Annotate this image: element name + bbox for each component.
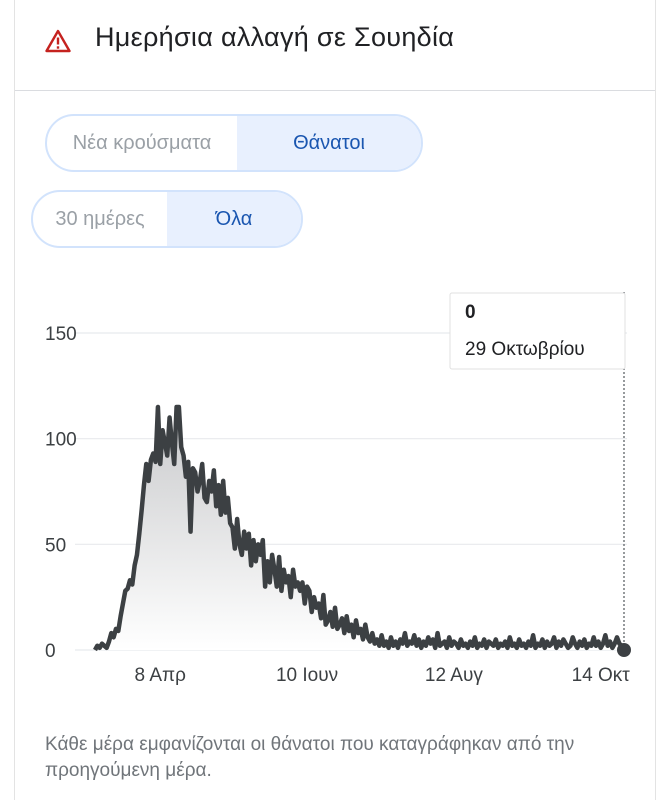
chart-series-line: [93, 404, 626, 652]
deaths-chart[interactable]: 0 50 100 150 8 Απρ 10 Ιουν 12 Αυγ 14 Οκτ 0 29 …: [15, 280, 655, 710]
card-title: Ημερήσια αλλαγή σε Σουηδία: [95, 22, 455, 52]
chart-cursor-dot: [617, 643, 631, 657]
range-option-all[interactable]: Όλα: [167, 192, 301, 246]
daily-change-card: Ημερήσια αλλαγή σε Σουηδία Νέα κρούσματα…: [14, 0, 656, 800]
range-toggle: 30 ημέρες Όλα: [31, 190, 303, 248]
tooltip-value: 0: [465, 302, 476, 323]
x-tick-label: 14 Οκτ: [572, 665, 631, 686]
y-tick-label: 150: [45, 324, 77, 345]
x-tick-label: 10 Ιουν: [276, 665, 338, 686]
tooltip-date: 29 Οκτωβρίου: [465, 339, 585, 360]
chart-footnote: Κάθε μέρα εμφανίζονται οι θάνατοι που κα…: [45, 734, 575, 781]
warning-icon: [45, 29, 71, 53]
range-option-30-days[interactable]: 30 ημέρες: [55, 207, 145, 230]
card-header: Ημερήσια αλλαγή σε Σουηδία: [15, 0, 655, 91]
y-tick-label: 50: [45, 535, 66, 556]
metric-toggle: Νέα κρούσματα Θάνατοι: [45, 114, 423, 172]
metric-option-deaths[interactable]: Θάνατοι: [237, 116, 421, 170]
x-tick-label: 8 Απρ: [135, 665, 187, 686]
chart-area-fill: [95, 406, 624, 650]
x-tick-label: 12 Αυγ: [425, 665, 483, 686]
metric-option-cases[interactable]: Νέα κρούσματα: [72, 131, 212, 154]
chart-tooltip: 0 29 Οκτωβρίου: [449, 292, 626, 370]
y-tick-label: 0: [45, 641, 56, 662]
y-tick-label: 100: [45, 430, 77, 451]
